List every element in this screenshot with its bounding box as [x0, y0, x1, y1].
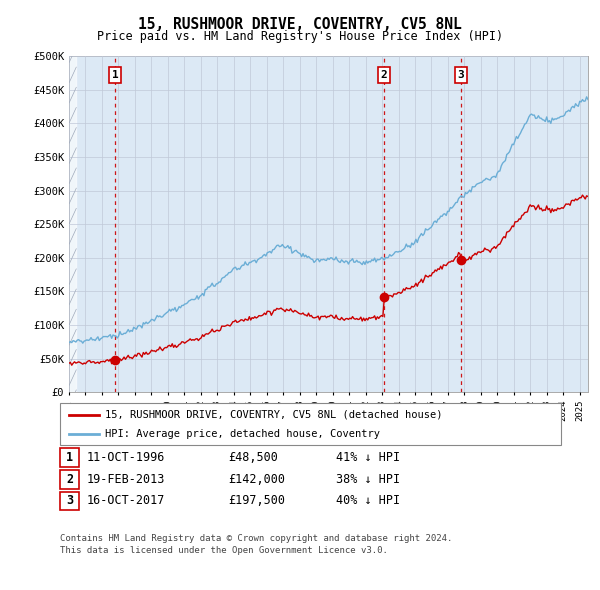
- Text: 2: 2: [66, 473, 73, 486]
- Text: 2: 2: [381, 70, 388, 80]
- Text: Price paid vs. HM Land Registry's House Price Index (HPI): Price paid vs. HM Land Registry's House …: [97, 30, 503, 43]
- Text: 3: 3: [458, 70, 464, 80]
- Text: 16-OCT-2017: 16-OCT-2017: [87, 494, 166, 507]
- Text: 1: 1: [66, 451, 73, 464]
- Text: £48,500: £48,500: [228, 451, 278, 464]
- Text: HPI: Average price, detached house, Coventry: HPI: Average price, detached house, Cove…: [105, 428, 380, 438]
- Text: Contains HM Land Registry data © Crown copyright and database right 2024.
This d: Contains HM Land Registry data © Crown c…: [60, 534, 452, 555]
- Text: 41% ↓ HPI: 41% ↓ HPI: [336, 451, 400, 464]
- Text: 15, RUSHMOOR DRIVE, COVENTRY, CV5 8NL: 15, RUSHMOOR DRIVE, COVENTRY, CV5 8NL: [138, 17, 462, 32]
- Text: £197,500: £197,500: [228, 494, 285, 507]
- Text: 11-OCT-1996: 11-OCT-1996: [87, 451, 166, 464]
- Text: 3: 3: [66, 494, 73, 507]
- Text: 1: 1: [112, 70, 118, 80]
- Text: £142,000: £142,000: [228, 473, 285, 486]
- Text: 19-FEB-2013: 19-FEB-2013: [87, 473, 166, 486]
- Text: 15, RUSHMOOR DRIVE, COVENTRY, CV5 8NL (detached house): 15, RUSHMOOR DRIVE, COVENTRY, CV5 8NL (d…: [105, 410, 443, 420]
- Text: 38% ↓ HPI: 38% ↓ HPI: [336, 473, 400, 486]
- Text: 40% ↓ HPI: 40% ↓ HPI: [336, 494, 400, 507]
